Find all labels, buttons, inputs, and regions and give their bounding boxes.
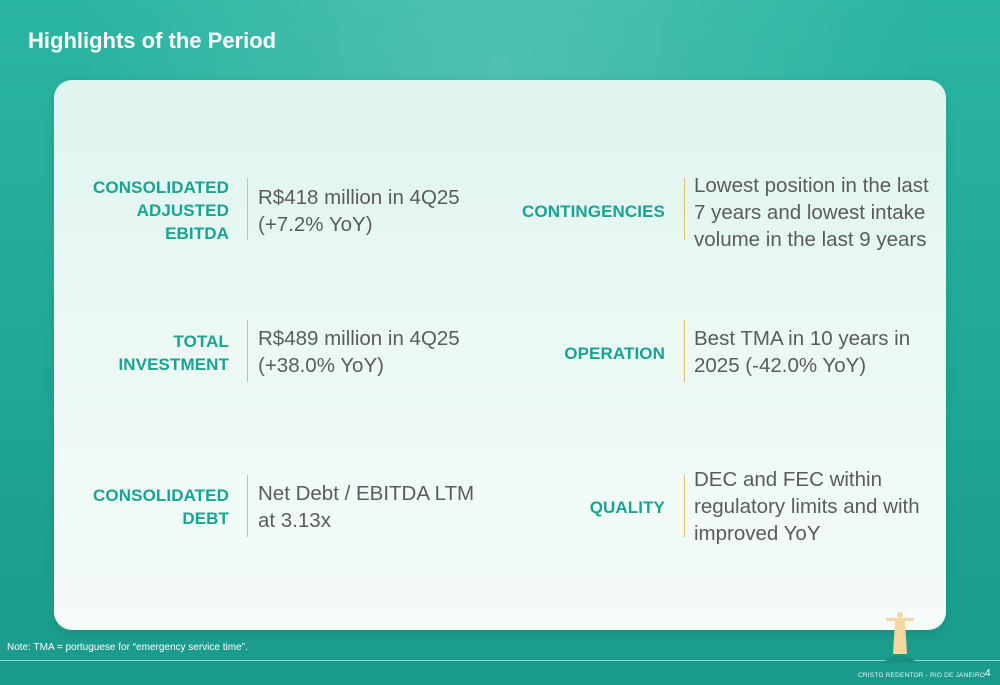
highlight-value-debt: Net Debt / EBITDA LTM at 3.13x bbox=[258, 482, 475, 532]
divider-investment bbox=[247, 320, 248, 382]
highlight-value-quality: DEC and FEC within regulatory limits and… bbox=[694, 468, 920, 545]
christ-redeemer-statue-icon bbox=[882, 612, 918, 663]
page-number: 4 bbox=[985, 668, 991, 679]
highlight-value-contingencies: Lowest position in the last 7 years and … bbox=[694, 174, 929, 251]
highlight-value-ebitda: R$418 million in 4Q25 (+7.2% YoY) bbox=[258, 186, 460, 236]
divider-operation bbox=[684, 320, 685, 382]
divider-quality bbox=[684, 475, 685, 537]
highlights-card: CONSOLIDATED ADJUSTED EBITDA R$418 milli… bbox=[54, 80, 946, 630]
divider-ebitda bbox=[247, 178, 248, 240]
divider-contingencies bbox=[684, 178, 685, 240]
page-title: Highlights of the Period bbox=[28, 28, 277, 53]
highlight-label-contingencies: CONTINGENCIES bbox=[522, 202, 665, 221]
highlight-label-debt: CONSOLIDATED DEBT bbox=[93, 486, 229, 528]
divider-debt bbox=[247, 475, 248, 537]
highlight-label-ebitda: CONSOLIDATED ADJUSTED EBITDA bbox=[93, 178, 229, 243]
footer-divider bbox=[0, 660, 1000, 661]
highlight-label-investment: TOTAL INVESTMENT bbox=[118, 332, 229, 374]
highlight-label-quality: QUALITY bbox=[589, 498, 665, 517]
highlight-value-operation: Best TMA in 10 years in 2025 (-42.0% YoY… bbox=[694, 327, 911, 377]
highlight-label-operation: OPERATION bbox=[564, 344, 665, 363]
footnote: Note: TMA = portuguese for “emergency se… bbox=[7, 642, 248, 653]
highlight-value-investment: R$489 million in 4Q25 (+38.0% YoY) bbox=[258, 327, 460, 377]
footer-caption: CRISTO REDENTOR - RIO DE JANEIRO bbox=[858, 672, 986, 679]
